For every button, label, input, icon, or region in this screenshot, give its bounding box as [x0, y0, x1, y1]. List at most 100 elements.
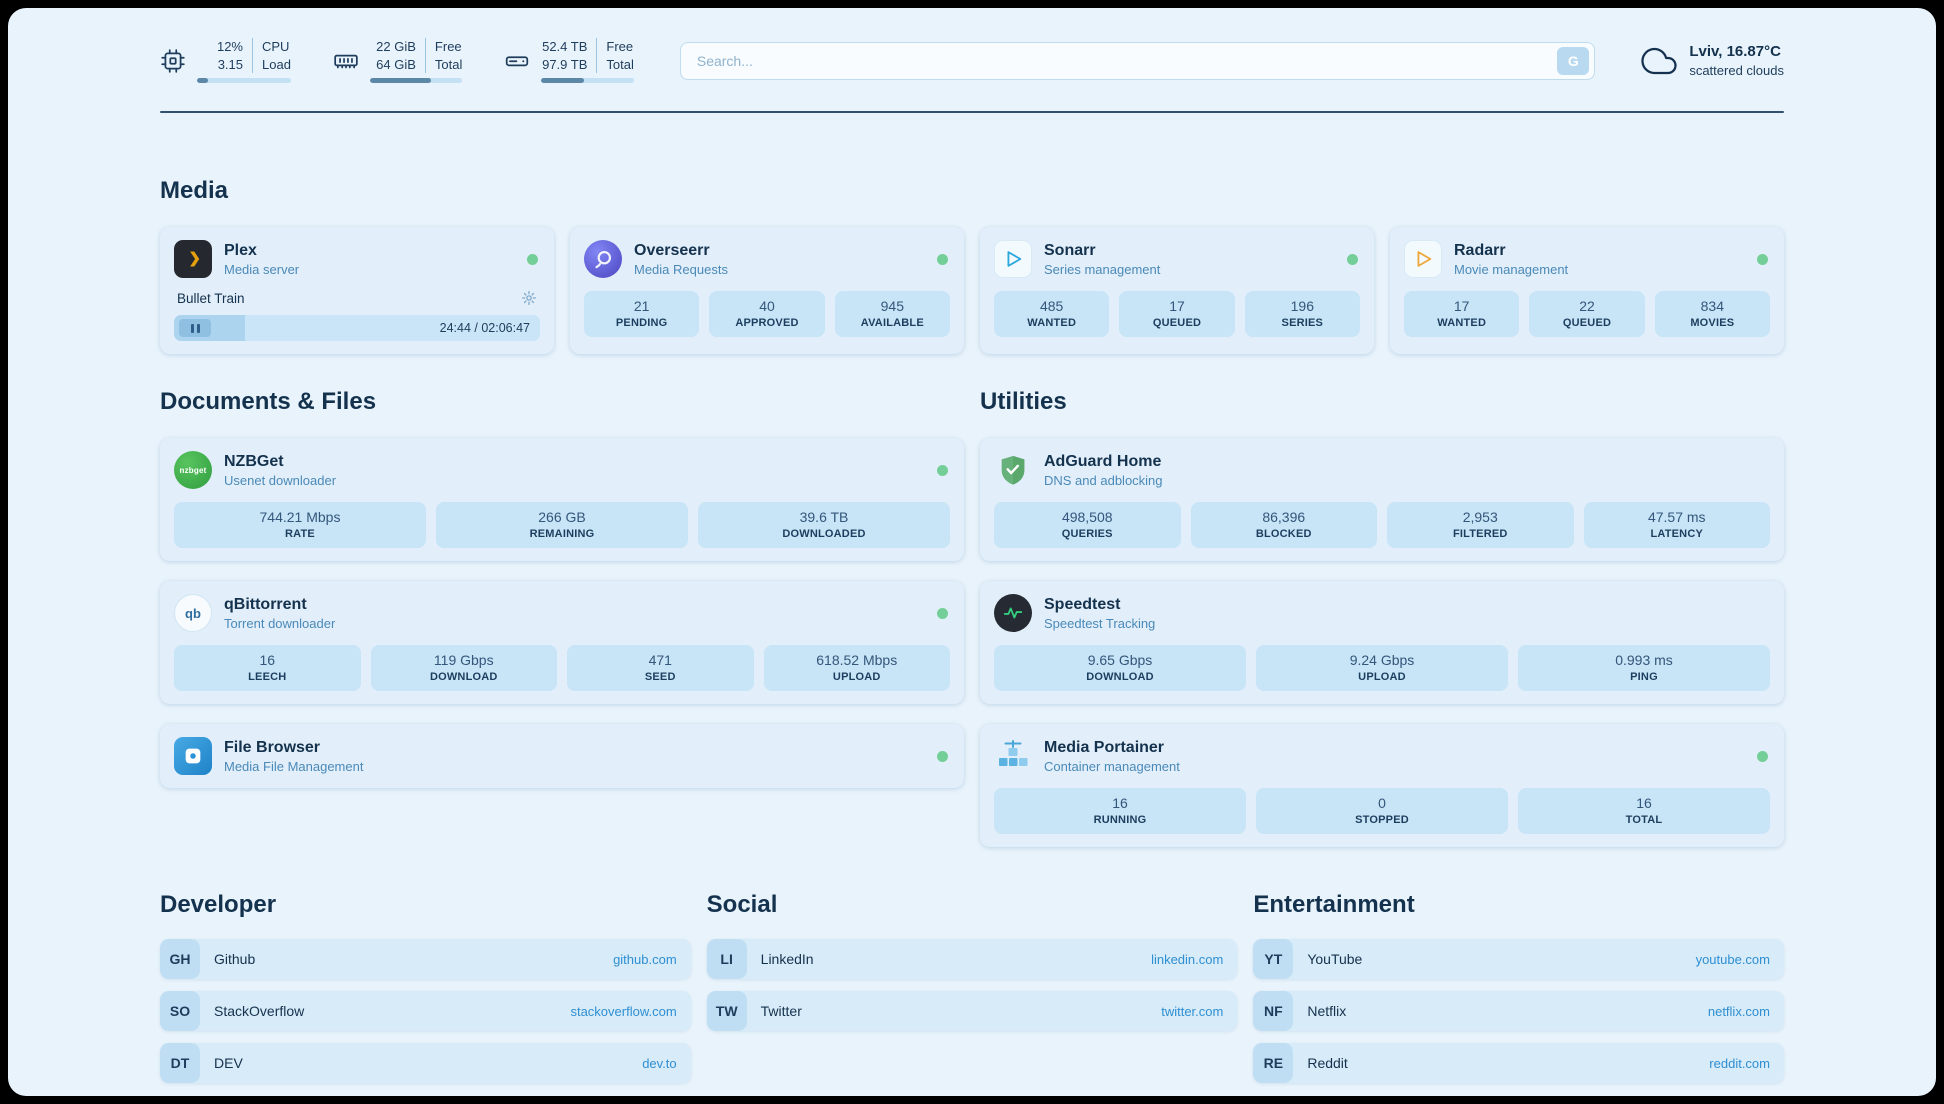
- bookmark-name: DEV: [214, 1055, 243, 1072]
- status-dot: [1757, 253, 1768, 265]
- gear-icon[interactable]: [521, 290, 537, 306]
- stat-label: REMAINING: [529, 528, 595, 541]
- sonarr-card: Sonarr Series management 485 WANTED 17 Q…: [980, 227, 1374, 355]
- status-dot: [527, 253, 538, 265]
- plex-app-link[interactable]: Plex Media server: [174, 240, 540, 279]
- stat-label: BLOCKED: [1255, 528, 1312, 541]
- weather-location: Lviv, 16.87°C: [1689, 42, 1781, 60]
- bookmark-badge: RE: [1253, 1043, 1294, 1084]
- overseerr-app-link[interactable]: Overseerr Media Requests: [584, 240, 950, 279]
- media-heading: Media: [160, 177, 229, 205]
- cpu-progress-bar: [197, 78, 291, 84]
- bookmark-dev[interactable]: DT DEV dev.to: [160, 1043, 691, 1084]
- stat-value: 945: [880, 298, 904, 315]
- top-bar: 12% 3.15 CPU Load: [160, 38, 1784, 84]
- bookmark-badge: LI: [706, 939, 747, 980]
- bookmark-github[interactable]: GH Github github.com: [160, 939, 691, 980]
- bookmark-twitter[interactable]: TW Twitter twitter.com: [706, 991, 1238, 1032]
- nzbget-app-link[interactable]: nzbget NZBGet Usenet downloader: [174, 451, 950, 490]
- app-subtitle: Speedtest Tracking: [1044, 615, 1156, 631]
- stat-label: TOTAL: [1625, 814, 1663, 827]
- app-name: qBittorrent: [224, 595, 307, 613]
- stat-label: QUEUED: [1152, 317, 1202, 330]
- status-dot: [937, 464, 948, 476]
- sonarr-app-link[interactable]: Sonarr Series management: [994, 240, 1360, 279]
- stat-value: 16: [259, 652, 276, 669]
- adguard-app-link[interactable]: AdGuard Home DNS and adblocking: [994, 451, 1770, 489]
- app-subtitle: Media File Management: [224, 758, 364, 774]
- ram-stat: 22 GiB 64 GiB Free Total: [333, 38, 463, 84]
- app-name: File Browser: [224, 738, 321, 756]
- stat-value: 39.6 TB: [799, 509, 849, 526]
- app-name: Plex: [224, 241, 257, 259]
- stat-label: FILTERED: [1452, 528, 1508, 541]
- cpu-load-label: Load: [262, 56, 291, 72]
- bookmark-youtube[interactable]: YT YouTube youtube.com: [1253, 939, 1784, 980]
- stat-tile: 834 MOVIES: [1654, 291, 1770, 338]
- stat-tile: 266 GB REMAINING: [436, 502, 688, 549]
- stat-tile: 16 RUNNING: [994, 788, 1246, 835]
- bookmark-stackoverflow[interactable]: SO StackOverflow stackoverflow.com: [160, 991, 691, 1032]
- playback-progress-bar[interactable]: 24:44 / 02:06:47: [174, 315, 540, 342]
- developer-heading: Developer: [160, 891, 277, 919]
- stat-value: 9.65 Gbps: [1087, 652, 1153, 669]
- social-group: Social LI LinkedIn linkedin.com TW Twitt…: [706, 891, 1238, 1083]
- stat-value: 2,953: [1462, 509, 1498, 526]
- disk-free-value: 52.4 TB: [542, 39, 588, 54]
- app-name: Radarr: [1454, 241, 1506, 259]
- bookmark-netflix[interactable]: NF Netflix netflix.com: [1253, 991, 1784, 1032]
- adguard-card: AdGuard Home DNS and adblocking 498,508 …: [980, 438, 1784, 562]
- cloud-icon: [1641, 43, 1677, 79]
- bookmark-reddit[interactable]: RE Reddit reddit.com: [1253, 1043, 1784, 1084]
- nzbget-icon: nzbget: [174, 451, 212, 490]
- stat-value: 196: [1290, 298, 1314, 315]
- stat-value: 16: [1636, 795, 1652, 812]
- bookmark-url: youtube.com: [1695, 951, 1770, 967]
- portainer-app-link[interactable]: Media Portainer Container management: [994, 737, 1770, 775]
- filebrowser-app-link[interactable]: File Browser Media File Management: [174, 737, 950, 776]
- bookmark-badge: NF: [1253, 991, 1294, 1032]
- app-name: Speedtest: [1044, 595, 1121, 613]
- qbittorrent-app-link[interactable]: qb qBittorrent Torrent downloader: [174, 594, 950, 633]
- stat-tile: 0 STOPPED: [1256, 788, 1508, 835]
- bookmark-linkedin[interactable]: LI LinkedIn linkedin.com: [706, 939, 1238, 980]
- plex-icon: [174, 240, 212, 279]
- stat-value: 22: [1579, 298, 1595, 315]
- stat-tile: 17 WANTED: [1404, 291, 1520, 338]
- app-subtitle: Container management: [1044, 758, 1180, 774]
- adguard-icon: [994, 451, 1032, 489]
- weather-condition: scattered clouds: [1689, 62, 1784, 78]
- speedtest-app-link[interactable]: Speedtest Speedtest Tracking: [994, 594, 1770, 633]
- utilities-section: Utilities AdGuard Home DNS and adblockin…: [980, 388, 1784, 848]
- radarr-card: Radarr Movie management 17 WANTED 22 QUE…: [1390, 227, 1784, 355]
- cpu-icon: [160, 48, 186, 74]
- portainer-icon: [994, 737, 1032, 775]
- stat-tile: 9.24 Gbps UPLOAD: [1256, 645, 1508, 692]
- stat-tile: 485 WANTED: [994, 291, 1110, 338]
- app-subtitle: Series management: [1044, 261, 1161, 277]
- bookmark-name: YouTube: [1307, 951, 1363, 968]
- bookmark-badge: GH: [160, 939, 200, 980]
- stat-tile: 22 QUEUED: [1529, 291, 1645, 338]
- pause-button[interactable]: [179, 319, 211, 338]
- stat-value: 834: [1700, 298, 1724, 315]
- app-subtitle: Media server: [224, 261, 300, 277]
- disk-free-label: Free: [606, 39, 634, 54]
- entertainment-group: Entertainment YT YouTube youtube.com NF …: [1253, 891, 1784, 1084]
- bookmark-name: LinkedIn: [760, 951, 814, 968]
- search-engine-button[interactable]: G: [1557, 46, 1590, 75]
- radarr-app-link[interactable]: Radarr Movie management: [1404, 240, 1770, 279]
- stat-label: MOVIES: [1690, 317, 1735, 330]
- bookmark-url: twitter.com: [1161, 1003, 1224, 1019]
- app-subtitle: DNS and adblocking: [1044, 472, 1163, 488]
- stat-label: QUEUED: [1562, 317, 1612, 330]
- search-input[interactable]: [694, 51, 1558, 70]
- overseerr-icon: [584, 240, 622, 279]
- stat-tile: 119 Gbps DOWNLOAD: [370, 645, 557, 692]
- disk-total-label: Total: [606, 56, 634, 72]
- nzbget-icon-text: nzbget: [179, 465, 207, 475]
- ram-total-value: 64 GiB: [376, 56, 416, 72]
- stat-label: WANTED: [1027, 317, 1077, 330]
- speedtest-card: Speedtest Speedtest Tracking 9.65 Gbps D…: [980, 581, 1784, 705]
- stat-value: 17: [1169, 298, 1185, 315]
